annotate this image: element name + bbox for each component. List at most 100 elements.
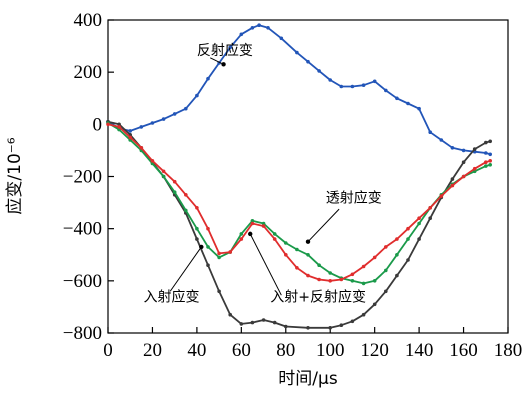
data-point [417, 221, 421, 226]
data-point [295, 247, 299, 252]
data-point [417, 237, 421, 241]
data-point [395, 253, 399, 257]
data-point [461, 160, 466, 164]
data-point [295, 266, 299, 270]
x-tick-label: 140 [405, 340, 434, 361]
data-point [350, 84, 355, 89]
annotation-leaders [169, 57, 340, 296]
y-tick-label: 400 [74, 10, 103, 31]
data-point [328, 78, 333, 82]
data-point [395, 237, 399, 241]
data-point [317, 263, 321, 268]
data-point [306, 253, 310, 257]
data-point [461, 148, 466, 153]
data-point [250, 219, 255, 223]
data-point [161, 117, 166, 121]
data-point [406, 237, 410, 241]
data-point [361, 264, 366, 269]
data-point [484, 164, 488, 168]
data-point [272, 232, 277, 236]
series-annotation: 入射应变 [144, 289, 200, 306]
data-point [279, 36, 284, 41]
data-point [250, 221, 255, 226]
data-point [228, 250, 232, 254]
data-point [428, 206, 433, 210]
data-point [450, 183, 455, 188]
data-point [206, 226, 210, 231]
data-point [206, 263, 210, 268]
data-point [261, 224, 266, 228]
x-tick-label: 60 [232, 340, 251, 361]
data-series [106, 23, 493, 330]
data-point [195, 237, 199, 241]
data-point [384, 88, 388, 93]
x-tick-label: 20 [143, 340, 162, 361]
data-point [372, 255, 377, 260]
data-point [317, 277, 321, 282]
data-point [184, 208, 188, 213]
data-point [328, 271, 333, 275]
x-axis-title: 时间/μs [278, 369, 338, 389]
data-point [172, 190, 177, 194]
data-point [117, 125, 121, 129]
data-point [488, 159, 493, 163]
data-point [272, 237, 277, 241]
data-point [428, 130, 433, 134]
x-tick-label: 120 [360, 340, 389, 361]
data-point [261, 221, 266, 226]
data-point [195, 226, 199, 231]
data-point [450, 177, 455, 181]
annotation-leader-line [169, 246, 202, 292]
data-point [406, 101, 410, 106]
data-point [150, 121, 155, 125]
data-point [439, 138, 444, 142]
y-tick-label: −400 [63, 219, 102, 240]
series-annotation: 反射应变 [197, 42, 253, 59]
data-point [106, 122, 110, 127]
data-point [361, 83, 366, 87]
data-point [472, 147, 477, 151]
data-point [206, 76, 210, 81]
annotation-leader-line [249, 233, 282, 296]
data-point [306, 273, 310, 278]
data-point [195, 93, 199, 98]
data-point [417, 106, 421, 111]
data-point [350, 319, 355, 324]
annotation-leader-line [307, 208, 340, 243]
data-point [139, 146, 144, 150]
data-point [339, 84, 344, 89]
data-point [284, 253, 288, 257]
x-tick-label: 40 [187, 340, 206, 361]
y-tick-label: −600 [63, 271, 102, 292]
data-point [272, 320, 277, 325]
data-point [384, 289, 388, 294]
data-point [350, 272, 355, 277]
data-point [328, 279, 333, 283]
data-point [439, 194, 444, 198]
data-point [472, 166, 477, 171]
series-line [107, 24, 491, 156]
series-annotation: 透射应变 [326, 190, 382, 207]
data-point [206, 245, 210, 249]
data-point [228, 312, 232, 317]
data-point [284, 324, 288, 329]
y-tick-label: −800 [63, 323, 102, 344]
data-point [395, 273, 399, 278]
x-tick-label: 80 [276, 340, 295, 361]
x-tick-label: 0 [103, 340, 113, 361]
data-point [339, 277, 344, 282]
data-point [261, 318, 266, 322]
data-point [250, 320, 255, 325]
data-point [266, 26, 270, 30]
data-point [150, 159, 155, 163]
data-point [317, 69, 321, 73]
data-point [217, 255, 221, 260]
data-point [306, 59, 310, 64]
x-tick-label: 160 [449, 340, 478, 361]
data-point [406, 226, 410, 231]
data-point [239, 322, 244, 326]
data-point [488, 152, 493, 157]
data-point [239, 237, 244, 241]
data-point [295, 50, 299, 55]
